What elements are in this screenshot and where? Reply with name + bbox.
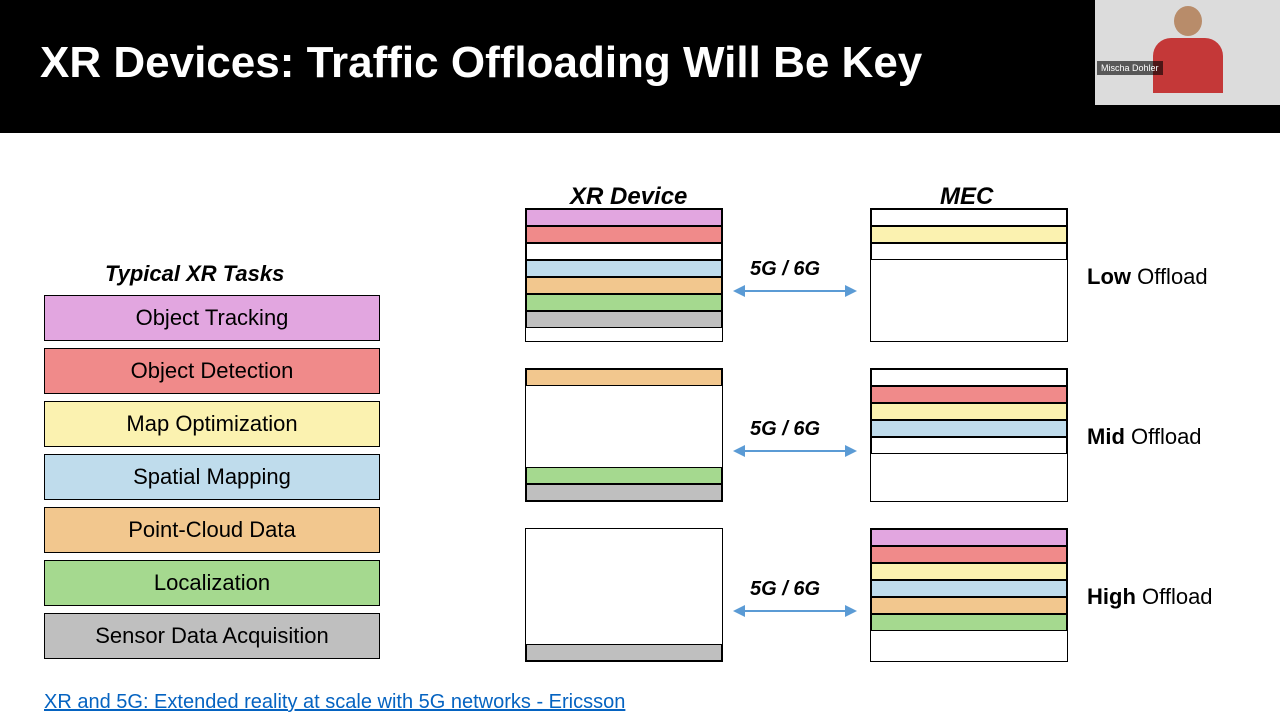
stack-bar [526, 243, 722, 260]
stack-bar [871, 209, 1067, 226]
stack-bar [871, 226, 1067, 243]
presenter-name: Mischa Dohler [1097, 61, 1163, 75]
task-box: Object Tracking [44, 295, 380, 341]
stack-bar [871, 386, 1067, 403]
slide-content: XR Device MEC Typical XR Tasks Object Tr… [0, 133, 1280, 720]
stack-bar [871, 580, 1067, 597]
citation-link[interactable]: XR and 5G: Extended reality at scale wit… [44, 691, 625, 714]
stack-bar [526, 467, 722, 484]
scenario-high-offload: 5G / 6G High Offload [525, 528, 1245, 668]
stack-bar [871, 243, 1067, 260]
task-box: Object Detection [44, 348, 380, 394]
mec-stack [870, 208, 1068, 342]
stack-bar [526, 226, 722, 243]
stack-bar [871, 563, 1067, 580]
offload-label: Mid Offload [1087, 424, 1202, 450]
stack-bar [871, 546, 1067, 563]
bidirectional-arrow-icon [735, 450, 855, 452]
xr-device-stack [525, 528, 723, 662]
scenario-low-offload: 5G / 6G Low Offload [525, 208, 1245, 348]
network-link-label: 5G / 6G [750, 258, 820, 281]
tasks-header: Typical XR Tasks [105, 261, 284, 287]
presenter-silhouette [1143, 6, 1233, 101]
scenario-mid-offload: 5G / 6G Mid Offload [525, 368, 1245, 508]
offload-label: Low Offload [1087, 264, 1208, 290]
bidirectional-arrow-icon [735, 610, 855, 612]
webcam-overlay: Mischa Dohler [1095, 0, 1280, 105]
column-header-xr-device: XR Device [570, 183, 687, 211]
xr-device-stack [525, 208, 723, 342]
task-box: Sensor Data Acquisition [44, 613, 380, 659]
stack-bar [526, 369, 722, 386]
stack-bar [871, 420, 1067, 437]
stack-bar [871, 614, 1067, 631]
stack-bar [526, 484, 722, 501]
stack-bar [871, 529, 1067, 546]
stack-bar [526, 644, 722, 661]
network-link-label: 5G / 6G [750, 418, 820, 441]
task-box: Map Optimization [44, 401, 380, 447]
stack-bar [871, 437, 1067, 454]
stack-bar [526, 311, 722, 328]
mec-stack [870, 368, 1068, 502]
stack-bar [871, 597, 1067, 614]
tasks-column: Object Tracking Object Detection Map Optim… [44, 295, 380, 666]
stack-bar [526, 277, 722, 294]
stack-bar [526, 209, 722, 226]
stack-bar [526, 294, 722, 311]
slide-title: XR Devices: Traffic Offloading Will Be K… [0, 0, 1280, 133]
column-header-mec: MEC [940, 183, 993, 211]
offload-label: High Offload [1087, 584, 1213, 610]
xr-device-stack [525, 368, 723, 502]
stack-bar [871, 369, 1067, 386]
mec-stack [870, 528, 1068, 662]
stack-bar [526, 260, 722, 277]
network-link-label: 5G / 6G [750, 578, 820, 601]
bidirectional-arrow-icon [735, 290, 855, 292]
stack-bar [871, 403, 1067, 420]
task-box: Spatial Mapping [44, 454, 380, 500]
task-box: Point-Cloud Data [44, 507, 380, 553]
task-box: Localization [44, 560, 380, 606]
